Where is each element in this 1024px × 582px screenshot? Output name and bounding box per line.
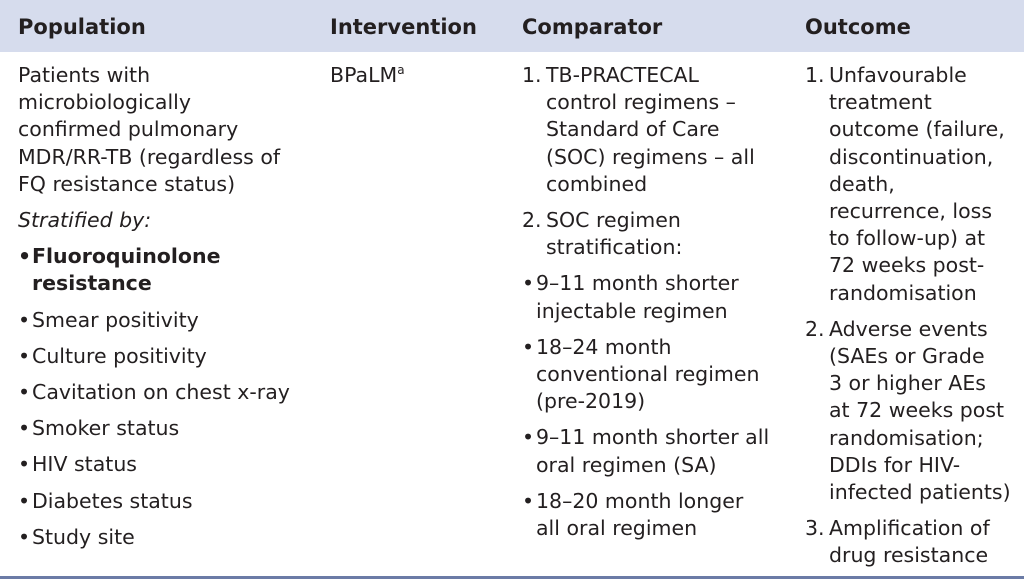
stratum-item: Culture positivity: [18, 343, 318, 370]
population-cell: Patients with microbiologically confirme…: [18, 62, 318, 560]
header-intervention: Intervention: [330, 15, 477, 39]
comparator-sub-item: 18–24 month conventional regimen (pre-20…: [522, 334, 792, 416]
item-number: 2.: [805, 316, 825, 341]
text-line: TB-PRACTECAL: [546, 63, 699, 87]
text-line: 18–24 month: [536, 334, 672, 359]
text-line: conventional regimen: [536, 362, 760, 387]
text-line: stratification:: [546, 235, 683, 260]
stratum-item: HIV status: [18, 451, 318, 478]
text-line: 9–11 month shorter all: [536, 425, 770, 450]
comparator-sub-item: 18–20 month longer all oral regimen: [522, 488, 792, 542]
text-line: resistance: [32, 271, 152, 296]
text-line: Unfavourable: [829, 63, 967, 87]
text-line: recurrence, loss: [829, 199, 993, 224]
header-outcome: Outcome: [805, 15, 911, 39]
text-line: Amplification of: [829, 516, 990, 541]
text-line: randomisation: [829, 280, 977, 305]
text-line: Fluoroquinolone: [32, 244, 221, 269]
text-line: death,: [829, 171, 895, 196]
text-line: treatment: [829, 90, 932, 115]
text-line: injectable regimen: [536, 298, 728, 323]
comparator-sub-item: 9–11 month shorter injectable regimen: [522, 270, 792, 324]
comparator-item: 1. TB-PRACTECAL control regimens – Stand…: [522, 62, 792, 198]
text-line: Diabetes status: [32, 488, 193, 513]
comparator-cell: 1. TB-PRACTECAL control regimens – Stand…: [522, 62, 792, 551]
text-line: all oral regimen: [536, 516, 698, 541]
text-line: control regimens –: [546, 90, 736, 115]
header-comparator: Comparator: [522, 15, 663, 39]
table-header-row: Population Intervention Comparator Outco…: [0, 0, 1024, 52]
item-number: 1.: [805, 63, 825, 87]
comparator-sub-item: 9–11 month shorter all oral regimen (SA): [522, 424, 792, 478]
item-number: 2.: [522, 208, 542, 233]
stratum-item: Diabetes status: [18, 488, 318, 515]
table-bottom-rule: [0, 576, 1024, 579]
intervention-text: BPaLMa: [330, 62, 510, 89]
text-line: microbiologically: [18, 90, 192, 115]
text-line: drug resistance: [829, 543, 989, 568]
stratified-by-label: Stratified by:: [18, 208, 152, 233]
outcome-item: 3. Amplification of drug resistance: [805, 515, 1017, 569]
text-line: oral regimen (SA): [536, 452, 717, 477]
outcome-item: 2. Adverse events (SAEs or Grade 3 or hi…: [805, 316, 1017, 506]
text-line: (SOC) regimens – all: [546, 144, 755, 169]
text-line: Smoker status: [32, 416, 180, 441]
text-line: HIV status: [32, 452, 137, 477]
text-line: Culture positivity: [32, 343, 207, 368]
text-line: 18–20 month longer: [536, 488, 744, 513]
stratum-item: Smoker status: [18, 415, 318, 442]
text-line: 72 weeks post-: [829, 253, 985, 278]
stratum-item: Cavitation on chest x-ray: [18, 379, 318, 406]
stratum-item: Fluoroquinolone resistance: [18, 243, 318, 297]
header-population: Population: [18, 15, 146, 39]
text-line: randomisation;: [829, 425, 984, 450]
item-number: 3.: [805, 516, 825, 541]
stratum-item: Study site: [18, 524, 318, 551]
text-line: outcome (failure,: [829, 117, 1005, 142]
outcome-cell: 1. Unfavourable treatment outcome (failu…: [805, 62, 1017, 579]
text-line: SOC regimen: [546, 208, 681, 233]
text-line: Cavitation on chest x-ray: [32, 380, 290, 405]
text-line: at 72 weeks post: [829, 398, 1005, 423]
text-line: Standard of Care: [546, 117, 720, 142]
text-line: FQ resistance status): [18, 171, 236, 196]
intervention-cell: BPaLMa: [330, 62, 510, 89]
text-line: Patients with: [18, 63, 151, 87]
text-line: discontinuation,: [829, 144, 994, 169]
text-line: confirmed pulmonary: [18, 117, 239, 142]
text-line: Smear positivity: [32, 307, 199, 332]
text-line: MDR/RR-TB (regardless of: [18, 144, 281, 169]
text-line: (SAEs or Grade: [829, 344, 985, 369]
stratum-item: Smear positivity: [18, 307, 318, 334]
outcome-item: 1. Unfavourable treatment outcome (failu…: [805, 62, 1017, 307]
text-line: (pre-2019): [536, 389, 646, 414]
population-description: Patients with microbiologically confirme…: [18, 62, 318, 198]
text-line: Study site: [32, 524, 135, 549]
text-line: to follow-up) at: [829, 226, 986, 251]
text-line: 9–11 month shorter: [536, 271, 739, 296]
comparator-item: 2. SOC regimen stratification:: [522, 207, 792, 261]
intervention-name: BPaLM: [330, 63, 398, 87]
item-number: 1.: [522, 63, 542, 87]
text-line: combined: [546, 171, 648, 196]
text-line: Adverse events: [829, 316, 988, 341]
text-line: DDIs for HIV-: [829, 452, 961, 477]
text-line: 3 or higher AEs: [829, 371, 986, 396]
text-line: infected patients): [829, 480, 1011, 505]
footnote-marker: a: [397, 63, 405, 77]
